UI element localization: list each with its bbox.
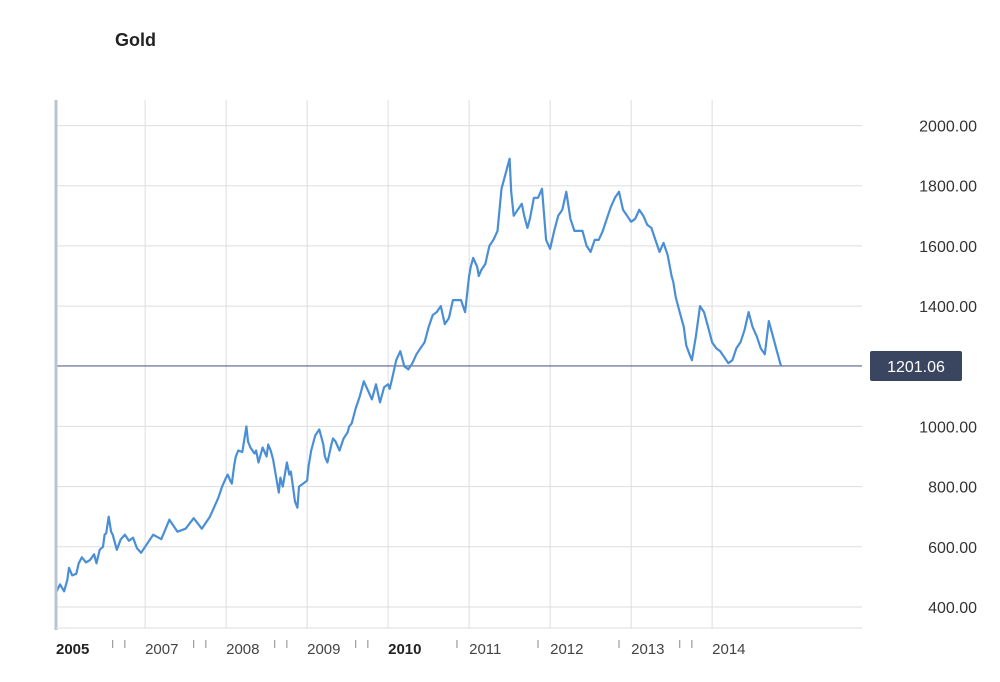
y-tick-label: 2000.00 xyxy=(919,119,977,136)
x-tick-label: 2009 xyxy=(307,641,340,658)
current-value-badge xyxy=(870,350,962,381)
x-tick-label: 2008 xyxy=(226,641,259,658)
x-tick-label: 2011 xyxy=(469,641,501,658)
x-tick-label: 2014 xyxy=(712,641,745,658)
x-tick-label: 2012 xyxy=(550,641,583,658)
y-tick-label: 800.00 xyxy=(928,480,977,497)
x-tick-label: 2010 xyxy=(388,641,421,658)
grid-layer xyxy=(56,100,862,628)
x-tick-label: 2013 xyxy=(631,641,664,658)
series-layer xyxy=(55,157,783,593)
gold-price-line xyxy=(55,157,783,593)
current-value-badge-layer: 1201.06 xyxy=(870,350,962,381)
chart-title: Gold xyxy=(115,30,156,50)
current-value-label: 1201.06 xyxy=(887,359,945,376)
y-tick-label: 1000.00 xyxy=(919,419,977,436)
x-axis: 2005 2007 2008 2009 2010 2011 2012 2013 2014 xyxy=(54,100,862,658)
y-tick-label: 400.00 xyxy=(928,600,977,617)
y-tick-label: 1400.00 xyxy=(919,299,977,316)
y-tick-label: 1600.00 xyxy=(919,239,977,256)
y-axis: 400.00 600.00 800.00 1000.00 1400.00 1600.00 1… xyxy=(919,119,977,617)
y-tick-label: 1800.00 xyxy=(919,179,977,196)
x-tick-label: 2005 xyxy=(56,641,89,658)
x-tick-label: 2007 xyxy=(145,641,178,658)
y-tick-label: 600.00 xyxy=(928,540,977,557)
